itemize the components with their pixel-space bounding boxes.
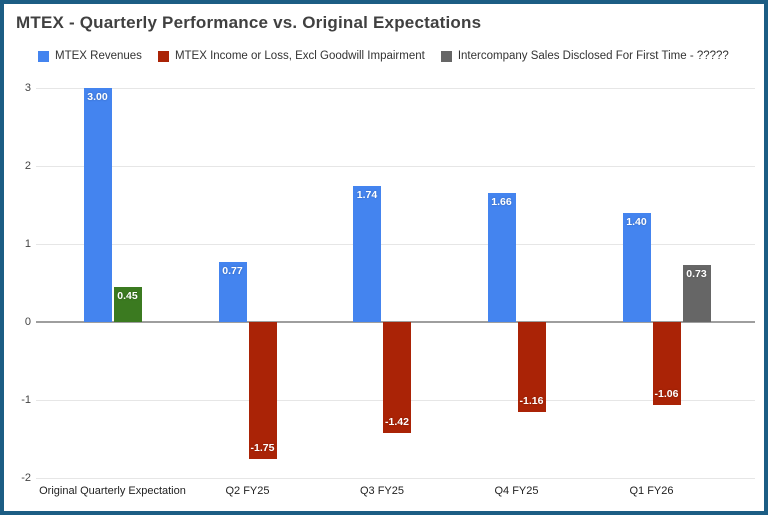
legend-item-label: Intercompany Sales Disclosed For First T… — [457, 50, 729, 62]
bar-value-label: 1.40 — [626, 215, 647, 228]
x-axis-category-label: Q4 FY25 — [494, 485, 539, 497]
legend-swatch-icon — [157, 50, 169, 62]
bar[interactable]: 0.73 — [682, 265, 711, 322]
bar[interactable]: -1.16 — [517, 322, 546, 413]
bar[interactable]: -1.75 — [248, 322, 277, 459]
x-axis-category-label: Original Quarterly Expectation — [39, 485, 186, 497]
bar-value-label: -1.06 — [654, 387, 679, 400]
bar[interactable]: -1.42 — [383, 322, 411, 433]
bar[interactable]: -1.06 — [652, 322, 681, 405]
legend-item-1[interactable]: MTEX Income or Loss, Excl Goodwill Impai… — [157, 50, 425, 62]
x-axis-category-label: Q1 FY26 — [629, 485, 674, 497]
x-axis-category-label: Q2 FY25 — [225, 485, 270, 497]
chart-title: MTEX - Quarterly Performance vs. Origina… — [16, 13, 482, 32]
legend-item-label: MTEX Revenues — [55, 50, 142, 62]
bar-value-label: 3.00 — [87, 91, 108, 103]
chart-legend: MTEX Revenues MTEX Income or Loss, Excl G… — [38, 50, 729, 62]
legend-item-2[interactable]: Intercompany Sales Disclosed For First T… — [440, 50, 729, 62]
x-axis-category-label: Q3 FY25 — [359, 485, 405, 497]
bar[interactable]: 1.74 — [353, 186, 381, 322]
gridline — [36, 166, 755, 167]
bar-value-label: 0.45 — [117, 289, 138, 302]
legend-item-label: MTEX Income or Loss, Excl Goodwill Impai… — [174, 50, 425, 62]
bar[interactable]: 1.40 — [622, 212, 651, 322]
y-axis-tick-label: 1 — [24, 238, 31, 250]
gridline — [36, 88, 755, 89]
legend-item-0[interactable]: MTEX Revenues — [38, 50, 142, 62]
bar-value-label: -1.42 — [385, 415, 409, 428]
gridline — [36, 478, 755, 479]
bar[interactable]: 1.66 — [487, 192, 516, 322]
y-axis-tick-label: 0 — [24, 316, 31, 328]
bar-value-label: -1.16 — [519, 395, 544, 408]
y-axis-tick-label: -1 — [21, 394, 31, 406]
bar-value-label: 1.66 — [491, 195, 512, 208]
bar-value-label: 0.73 — [686, 268, 707, 281]
bar-value-label: -1.75 — [250, 441, 275, 454]
y-axis-tick-label: -2 — [21, 472, 31, 484]
y-axis-tick-label: 3 — [24, 82, 31, 94]
bar[interactable]: 0.45 — [113, 286, 142, 322]
legend-swatch-icon — [38, 50, 49, 62]
bar[interactable]: 0.77 — [218, 261, 247, 322]
y-axis-tick-label: 2 — [24, 160, 31, 172]
bar-value-label: 0.77 — [222, 264, 243, 277]
legend-swatch-icon — [440, 50, 452, 62]
gridline — [36, 244, 755, 245]
bar[interactable]: 3.00 — [83, 88, 112, 322]
bar-value-label: 1.74 — [356, 189, 378, 202]
plot-area: 3 2 1 0 -1 -2 3.00 0.77 1.74 1.66 1.40 0.45 -1.75 -1.… — [4, 4, 764, 511]
